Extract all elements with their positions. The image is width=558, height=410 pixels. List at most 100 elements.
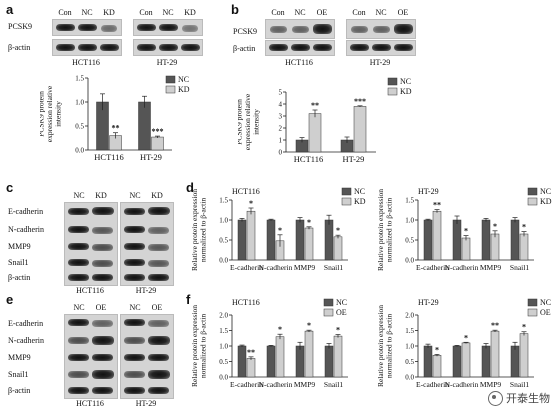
y-axis-label: intensity: [54, 101, 63, 127]
x-tick-label: MMP9: [294, 263, 316, 272]
legend-label: NC: [540, 298, 551, 307]
bar: [432, 210, 442, 261]
y-tick-label: 1.5: [405, 197, 414, 205]
y-tick-label: 1.0: [405, 343, 414, 351]
legend-swatch: [527, 298, 538, 307]
significance-marker: **: [247, 348, 255, 357]
panel-label-f: f: [186, 292, 191, 307]
legend-swatch: [527, 308, 538, 317]
cell-line-label: HT-29: [135, 399, 157, 408]
x-tick-label: HT-29: [343, 154, 365, 164]
lane-header: KD: [184, 8, 196, 17]
bar: [461, 342, 471, 378]
y-tick-label: 2: [279, 125, 283, 133]
bar: [353, 106, 367, 153]
y-tick-label: 1.5: [75, 75, 84, 83]
row-label: N-cadherin: [8, 336, 44, 345]
x-tick-label: E-cadherin: [416, 263, 449, 272]
panel-label-e: e: [6, 292, 14, 307]
x-tick-label: Snail1: [510, 263, 529, 272]
legend-label: KD: [354, 197, 366, 206]
significance-marker: *: [522, 323, 526, 332]
blot-strip-hct116-actin: [265, 40, 335, 56]
bar: [295, 219, 305, 261]
lane-header: NC: [73, 303, 85, 312]
y-tick-label: 4: [279, 101, 283, 109]
y-axis-label-group: Relative protein expression normalized to…: [192, 189, 207, 271]
row-label-beta-actin: β-actin: [8, 43, 31, 52]
row-label: MMP9: [8, 353, 31, 362]
bar: [452, 345, 462, 378]
bar: [275, 336, 285, 378]
significance-marker: *: [522, 223, 526, 232]
y-axis-label: PCSK9 protein: [238, 99, 244, 145]
lane-header: KD: [151, 191, 163, 200]
blot-panel-ht29: [120, 202, 174, 286]
x-tick-label: N-cadherin: [259, 380, 293, 389]
bar: [490, 330, 500, 378]
bar: [423, 345, 433, 378]
legend-swatch: [387, 87, 398, 96]
chart-a-pcsk9-knockdown: 0.0 0.5 1.0 1.5 PCSK9 protein expression rela…: [40, 75, 190, 163]
y-tick-label: 0.5: [75, 123, 84, 131]
row-label: E-cadherin: [8, 207, 44, 216]
lane-header: NC: [73, 191, 85, 200]
y-axis-label: normalized to β-actin: [384, 198, 393, 262]
y-axis-label: normalized to β-actin: [198, 198, 207, 262]
bar: [266, 219, 276, 261]
y-tick-label: 1.0: [219, 343, 228, 351]
y-tick-label: 0.0: [219, 257, 228, 265]
cell-line-label: HT-29: [369, 58, 391, 67]
lane-header: NC: [129, 303, 141, 312]
significance-marker: **: [311, 101, 319, 110]
lane-header: NC: [81, 8, 93, 17]
y-axis-label: normalized to β-actin: [384, 314, 393, 378]
chart-d-ht29: HT-29 0.0 0.5 1.0 1.5 Relative protein expres…: [378, 187, 552, 272]
lane-header: Con: [58, 8, 72, 17]
x-tick-label: E-cadherin: [230, 380, 263, 389]
legend-swatch: [341, 197, 352, 206]
blot-strip-hct116-pcsk9: [52, 19, 122, 36]
y-tick-label: 0.5: [219, 358, 228, 366]
bar: [151, 136, 164, 151]
blot-strip-ht29-pcsk9: [133, 19, 203, 36]
significance-marker: *: [307, 218, 311, 227]
legend-label: OE: [336, 308, 347, 317]
y-tick-label: 0.5: [219, 237, 228, 245]
significance-marker: *: [336, 226, 340, 235]
x-tick-label: E-cadherin: [230, 263, 263, 272]
chart-title: HCT116: [232, 187, 260, 196]
legend-swatch: [341, 187, 352, 196]
cell-line-label: HT-29: [135, 286, 157, 295]
bar: [490, 233, 500, 261]
y-axis-label: Relative protein expression: [378, 189, 385, 271]
chart-d-hct116: HCT116 0.0 0.5 1.0 1.5 Relative protein expre…: [192, 187, 366, 272]
chart-b-pcsk9-overexpression: 0 1 2 3 4 5 PCSK9 protein expression relative in…: [238, 77, 412, 164]
bar: [519, 233, 529, 261]
x-tick-label: Snail1: [510, 380, 529, 389]
lane-header: Con: [139, 8, 153, 17]
y-tick-label: 1.0: [75, 99, 84, 107]
wechat-icon: [488, 390, 503, 406]
x-tick-label: N-cadherin: [445, 380, 479, 389]
bar: [481, 345, 491, 378]
chart-f-hct116: HCT116 0.0 0.5 1.0 1.5 2.0 Relative protein ex…: [192, 298, 348, 389]
y-tick-label: 1: [279, 137, 283, 145]
legend-label: NC: [178, 75, 189, 84]
x-tick-label: MMP9: [480, 380, 502, 389]
panel-label-b: b: [231, 2, 239, 17]
significance-marker: **: [433, 201, 441, 210]
bar: [481, 219, 491, 261]
bar: [308, 113, 322, 153]
y-tick-label: 1.0: [219, 217, 228, 225]
lane-header: Con: [352, 8, 366, 17]
bar: [237, 219, 247, 261]
legend-swatch: [387, 77, 398, 86]
y-tick-label: 3: [279, 113, 283, 121]
significance-marker: *: [278, 325, 282, 334]
x-tick-label: MMP9: [294, 380, 316, 389]
lane-header: NC: [294, 8, 306, 17]
significance-marker: *: [336, 326, 340, 335]
x-tick-label: HCT116: [294, 154, 323, 164]
y-axis-label: Relative protein expression: [192, 305, 199, 387]
